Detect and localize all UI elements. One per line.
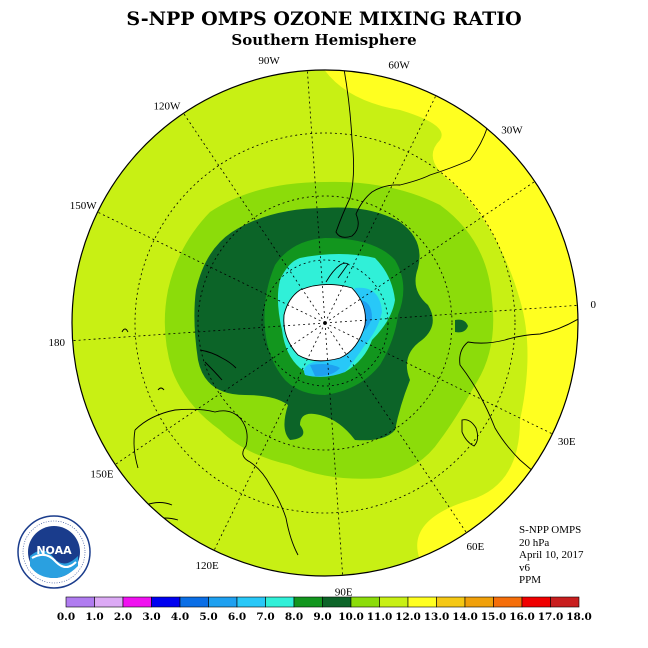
longitude-label: 90E bbox=[335, 586, 353, 598]
meridian-line bbox=[324, 322, 344, 576]
longitude-label: 60W bbox=[388, 59, 410, 71]
colorbar-tick-label: 8.0 bbox=[285, 611, 303, 623]
colorbar-tick-label: 5.0 bbox=[199, 611, 217, 623]
band-5-6b bbox=[310, 364, 340, 377]
south-pole-marker bbox=[323, 321, 327, 325]
colorbar-tick-label: 10.0 bbox=[338, 611, 364, 623]
longitude-labels: 90W 60W 30W 0 30E 60E 90E 120E 150E 180 150W 120W bbox=[48, 55, 596, 598]
colorbar-swatch bbox=[350, 596, 380, 608]
meridian-line bbox=[324, 322, 553, 435]
colorbar-tick-label: 2.0 bbox=[114, 611, 132, 623]
meridian-line bbox=[324, 181, 535, 324]
colorbar-swatch bbox=[521, 596, 551, 608]
colorbar-swatch bbox=[379, 596, 409, 608]
antarctica-coast bbox=[283, 284, 366, 362]
info-pressure: 20 hPa bbox=[519, 536, 550, 549]
colorbar-tick-label: 4.0 bbox=[171, 611, 189, 623]
colorbar-swatch bbox=[94, 596, 124, 608]
colorbar-tick-label: 15.0 bbox=[481, 611, 507, 623]
colorbar-tick-label: 11.0 bbox=[367, 611, 393, 623]
meridian-line bbox=[213, 322, 326, 551]
meridian-line bbox=[324, 304, 578, 324]
longitude-label: 0 bbox=[591, 299, 597, 311]
info-date: April 10, 2017 bbox=[519, 549, 584, 561]
colorbar-swatch bbox=[293, 596, 323, 608]
colorbar-swatch bbox=[407, 596, 437, 608]
colorbar-tick-label: 7.0 bbox=[256, 611, 274, 623]
madagascar-coast bbox=[461, 419, 479, 447]
longitude-label: 90W bbox=[258, 55, 280, 67]
map-border bbox=[71, 69, 579, 577]
longitude-label: 120W bbox=[153, 100, 181, 112]
colorbar-tick-label: 13.0 bbox=[424, 611, 450, 623]
meridian-line bbox=[306, 70, 326, 324]
info-version: v6 bbox=[519, 561, 530, 574]
colorbar-swatch bbox=[322, 596, 352, 608]
colorbar-swatch bbox=[179, 596, 209, 608]
graticule bbox=[72, 70, 578, 576]
colorbar-swatch bbox=[265, 596, 295, 608]
colorbar-swatch bbox=[208, 596, 238, 608]
colorbar-swatch bbox=[436, 596, 466, 608]
noaa-logo: NOAA bbox=[17, 515, 91, 589]
info-block: S-NPP OMPS 20 hPa April 10, 2017 v6 PPM bbox=[519, 524, 583, 587]
longitude-label: 30W bbox=[501, 125, 523, 137]
colorbar-tick-label: 16.0 bbox=[509, 611, 535, 623]
colorbar-tick-label: 1.0 bbox=[85, 611, 103, 623]
longitude-label: 120E bbox=[195, 560, 219, 572]
colorbar-swatch bbox=[464, 596, 494, 608]
colorbar-tick-label: 3.0 bbox=[142, 611, 160, 623]
meridian-line bbox=[324, 95, 437, 324]
colorbar-tick-label: 12.0 bbox=[395, 611, 421, 623]
islands-2 bbox=[121, 328, 165, 391]
africa-coast bbox=[459, 317, 578, 491]
colorbar-swatch bbox=[236, 596, 266, 608]
info-instrument: S-NPP OMPS bbox=[519, 524, 582, 536]
latitude-circle bbox=[134, 132, 516, 514]
colorbar-tick-label: 9.0 bbox=[313, 611, 331, 623]
latitude-circle bbox=[261, 259, 389, 387]
new-zealand-coast bbox=[199, 349, 237, 369]
australia-west bbox=[133, 429, 139, 469]
colorbar: 0.0 1.0 2.0 3.0 4.0 5.0 6.0 7.0 8.0 9.0 10.0 11.0 12… bbox=[57, 596, 592, 623]
meridian-line bbox=[324, 322, 467, 533]
colorbar-tick-label: 14.0 bbox=[452, 611, 478, 623]
colorbar-swatch bbox=[151, 596, 181, 608]
colorbar-swatch bbox=[122, 596, 152, 608]
colorbar-swatch bbox=[550, 596, 580, 608]
info-units: PPM bbox=[519, 574, 542, 586]
longitude-label: 60E bbox=[467, 541, 485, 553]
meridian-line bbox=[72, 322, 326, 342]
longitude-label: 180 bbox=[48, 337, 65, 349]
colorbar-tick-label: 18.0 bbox=[566, 611, 592, 623]
colorbar-tick-label: 6.0 bbox=[228, 611, 246, 623]
longitude-label: 150E bbox=[90, 468, 114, 480]
longitude-label: 150W bbox=[70, 200, 98, 212]
ozone-field bbox=[72, 70, 578, 576]
colorbar-swatch bbox=[493, 596, 523, 608]
noaa-logo-text: NOAA bbox=[36, 544, 72, 557]
meridian-line bbox=[183, 113, 326, 324]
new-zealand-south bbox=[204, 361, 223, 381]
colorbar-tick-label: 17.0 bbox=[538, 611, 564, 623]
meridian-line bbox=[115, 322, 326, 465]
chart-title: S-NPP OMPS OZONE MIXING RATIO bbox=[126, 8, 522, 30]
colorbar-swatch bbox=[65, 596, 95, 608]
colorbar-tick-label: 0.0 bbox=[57, 611, 75, 623]
chart-subtitle: Southern Hemisphere bbox=[231, 31, 417, 49]
south-america-coast bbox=[335, 70, 506, 238]
meridian-line bbox=[97, 211, 326, 324]
longitude-label: 30E bbox=[558, 436, 576, 448]
band-9-10-patch bbox=[455, 319, 468, 333]
latitude-circle bbox=[197, 195, 453, 451]
